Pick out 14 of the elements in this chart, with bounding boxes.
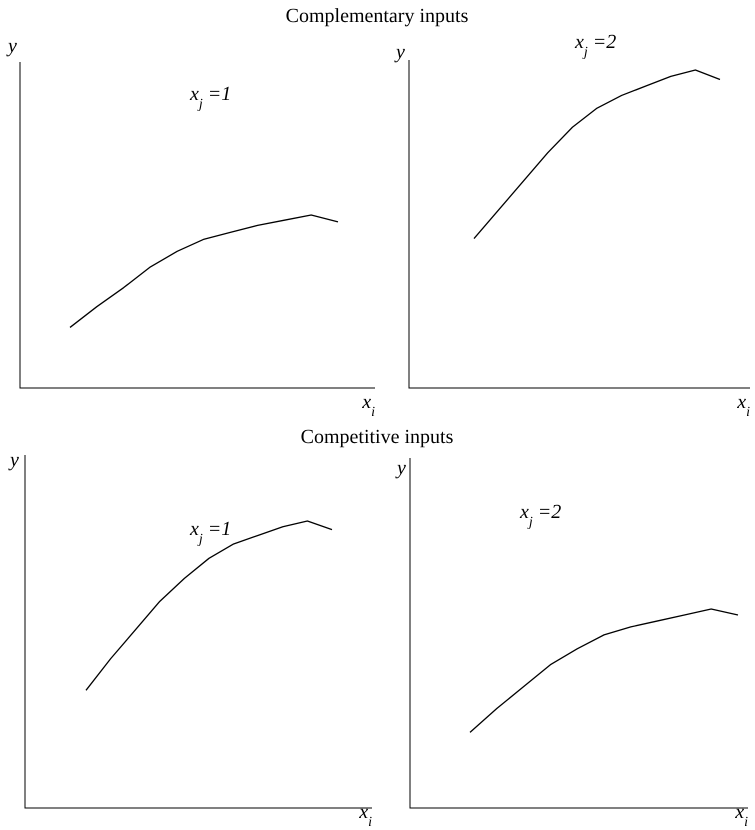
y-axis-title: y — [8, 449, 19, 471]
x-axis-title: x$_{i}$ — [358, 801, 372, 830]
y-axis-title: y — [395, 457, 406, 479]
x-axis-title: x$_{i}$ — [734, 801, 748, 830]
y-axis-title: y — [394, 41, 405, 63]
chart-title: Complementary inputs — [286, 5, 469, 27]
x-axis-title: x$_{i}$ — [736, 391, 750, 420]
text: x$_{j}$ =1 — [189, 83, 232, 112]
text: x$_{j}$ =2 — [519, 501, 562, 530]
chart-title: Competitive inputs — [300, 426, 454, 448]
text: x$_{j}$ =2 — [574, 31, 616, 60]
y-axis-title: y — [6, 35, 17, 57]
x-axis-title: x$_{i}$ — [361, 391, 376, 420]
annotation: x$_{j}$ =1 — [189, 518, 232, 546]
